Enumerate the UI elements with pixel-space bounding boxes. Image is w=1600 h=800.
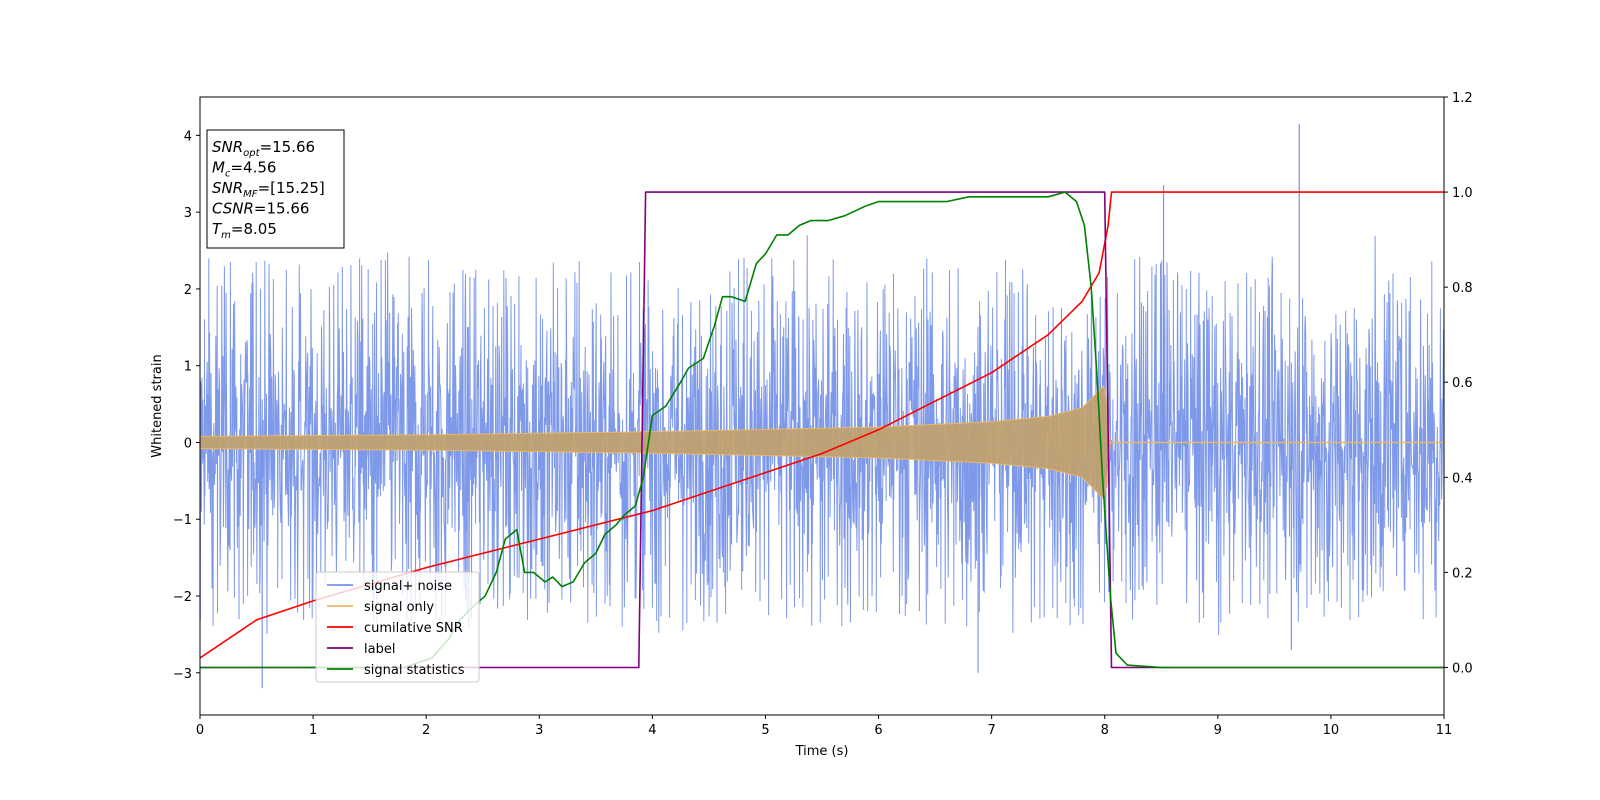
legend-frame: [315, 571, 480, 683]
info-line: Tm=8.05: [212, 220, 277, 241]
info-line: SNRopt=15.66: [212, 138, 315, 159]
x-axis-label: Time (s): [795, 744, 849, 759]
legend-label: cumilative SNR: [364, 621, 463, 636]
y-left-tick-label: 0: [184, 436, 192, 451]
x-tick-label: 6: [874, 723, 882, 738]
y-left-tick-label: 4: [184, 129, 192, 144]
y-left-tick-label: 3: [184, 206, 192, 221]
y-left-tick-label: 2: [184, 283, 192, 298]
x-tick-label: 8: [1101, 723, 1109, 738]
x-tick-label: 4: [648, 723, 656, 738]
y-right-tick-label: 1.2: [1452, 91, 1473, 106]
x-tick-label: 1: [309, 723, 317, 738]
legend-label: signal only: [364, 600, 434, 615]
legend-label: label: [364, 642, 395, 657]
y-right-tick-label: 1.0: [1452, 186, 1473, 201]
info-line: Mc=4.56: [212, 159, 276, 180]
x-tick-label: 10: [1323, 723, 1340, 738]
y-right-tick-label: 0.6: [1452, 376, 1473, 391]
legend: signal+ noise signal only cumilative SNR la…: [315, 571, 480, 683]
y-right-tick-label: 0.2: [1452, 566, 1473, 581]
y-left-tick-label: −1: [173, 513, 192, 528]
y-axis-label: Whitened strain: [150, 354, 165, 457]
x-tick-label: 0: [196, 723, 204, 738]
x-axis: 0 1 2 3 4 5 6 7 8 9 10 11: [196, 715, 1452, 738]
y-left-tick-label: −3: [173, 667, 192, 682]
y-left-tick-label: −2: [173, 590, 192, 605]
series-signal-statistics: [200, 191, 1444, 669]
y-axis-left: −3 −2 −1 0 1 2 3 4: [173, 129, 200, 682]
y-right-tick-label: 0.4: [1452, 471, 1473, 486]
series-signal-only: [200, 385, 1111, 500]
x-tick-label: 2: [422, 723, 430, 738]
x-tick-label: 5: [761, 723, 769, 738]
x-tick-label: 3: [535, 723, 543, 738]
y-left-tick-label: 1: [184, 360, 192, 375]
plot-series: [200, 123, 1444, 689]
y-right-tick-label: 0.0: [1452, 661, 1473, 676]
info-line: SNRMF=[15.25]: [212, 179, 325, 200]
legend-label: signal+ noise: [364, 579, 452, 594]
legend-label: signal statistics: [364, 663, 465, 678]
y-right-tick-label: 0.8: [1452, 281, 1473, 296]
x-tick-label: 9: [1214, 723, 1222, 738]
info-box: SNRopt=15.66Mc=4.56SNRMF=[15.25]CSNR=15.…: [206, 129, 345, 249]
plot-frame: [199, 96, 1445, 716]
y-axis-right: 0.0 0.2 0.4 0.6 0.8 1.0 1.2: [1444, 91, 1473, 676]
x-tick-label: 7: [987, 723, 995, 738]
x-tick-label: 11: [1436, 723, 1453, 738]
info-line: CSNR=15.66: [212, 200, 309, 218]
